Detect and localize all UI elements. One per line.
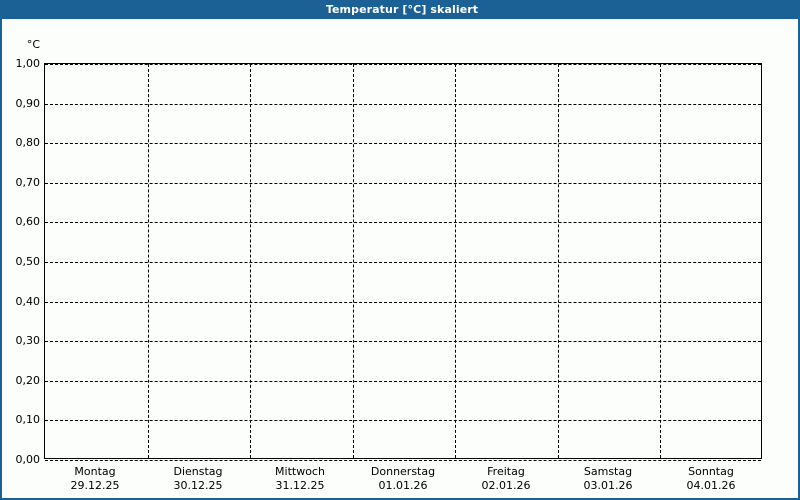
- x-axis-tick-label: Dienstag 30.12.25: [128, 465, 268, 493]
- gridline-horizontal: [45, 262, 761, 263]
- gridline-horizontal: [45, 183, 761, 184]
- gridline-horizontal: [45, 460, 761, 461]
- plot-area: [44, 63, 762, 461]
- gridline-vertical: [558, 64, 559, 458]
- x-axis-tick-day: Mittwoch: [275, 465, 325, 478]
- gridline-horizontal: [45, 302, 761, 303]
- x-axis-tick-day: Donnerstag: [370, 465, 436, 478]
- x-axis-tick-date: 03.01.26: [583, 479, 633, 492]
- y-axis-tick-label: 1,00: [15, 57, 41, 70]
- gridline-horizontal: [45, 222, 761, 223]
- x-axis-tick-day: Freitag: [487, 465, 525, 478]
- gridline-vertical: [660, 64, 661, 458]
- gridline-vertical: [148, 64, 149, 458]
- x-axis-tick-date: 01.01.26: [378, 479, 428, 492]
- y-axis-tick-label: 0,30: [15, 334, 41, 347]
- gridline-horizontal: [45, 104, 761, 105]
- gridline-vertical: [250, 64, 251, 458]
- x-axis-tick-label: Freitag 02.01.26: [436, 465, 576, 493]
- chart-area: °C 1,00 0,90 0,80 0,70 0,60 0,50 0,40 0,30 0,20 0…: [2, 19, 800, 500]
- window-title-bar: Temperatur [°C] skaliert: [2, 0, 800, 19]
- y-axis-tick-label: 0,50: [15, 255, 41, 268]
- y-axis-tick-label: 0,10: [15, 413, 41, 426]
- gridline-vertical: [455, 64, 456, 458]
- y-axis-tick-label: 0,20: [15, 374, 41, 387]
- y-axis-tick-label: 0,00: [15, 453, 41, 466]
- gridline-horizontal: [45, 381, 761, 382]
- y-axis-tick-label: 0,40: [15, 295, 41, 308]
- page-title: Temperatur [°C] skaliert: [325, 3, 479, 16]
- gridline-vertical: [353, 64, 354, 458]
- x-axis-tick-label: Montag 29.12.25: [25, 465, 165, 493]
- x-axis-tick-day: Samstag: [583, 465, 633, 478]
- x-axis-tick-label: Samstag 03.01.26: [538, 465, 678, 493]
- x-axis-tick-date: 04.01.26: [686, 479, 736, 492]
- y-axis-tick-label: 0,60: [15, 215, 41, 228]
- gridline-horizontal: [45, 341, 761, 342]
- x-axis-tick-date: 30.12.25: [173, 479, 223, 492]
- gridline-horizontal: [45, 143, 761, 144]
- x-axis-tick-day: Dienstag: [173, 465, 223, 478]
- y-axis-tick-label: 0,90: [15, 97, 41, 110]
- x-axis-tick-date: 31.12.25: [275, 479, 325, 492]
- y-axis-tick-label: 0,70: [15, 176, 41, 189]
- y-axis-unit-label: °C: [26, 38, 40, 51]
- x-axis-tick-label: Sonntag 04.01.26: [641, 465, 781, 493]
- x-axis-tick-date: 02.01.26: [481, 479, 531, 492]
- gridline-horizontal: [45, 420, 761, 421]
- x-axis-tick-label: Donnerstag 01.01.26: [333, 465, 473, 493]
- x-axis-tick-date: 29.12.25: [70, 479, 120, 492]
- gridline-horizontal: [45, 64, 761, 65]
- y-axis: °C 1,00 0,90 0,80 0,70 0,60 0,50 0,40 0,30 0,20 0…: [2, 19, 41, 500]
- y-axis-tick-label: 0,80: [15, 136, 41, 149]
- x-axis-tick-day: Montag: [74, 465, 116, 478]
- x-axis-tick-day: Sonntag: [688, 465, 734, 478]
- x-axis-tick-label: Mittwoch 31.12.25: [230, 465, 370, 493]
